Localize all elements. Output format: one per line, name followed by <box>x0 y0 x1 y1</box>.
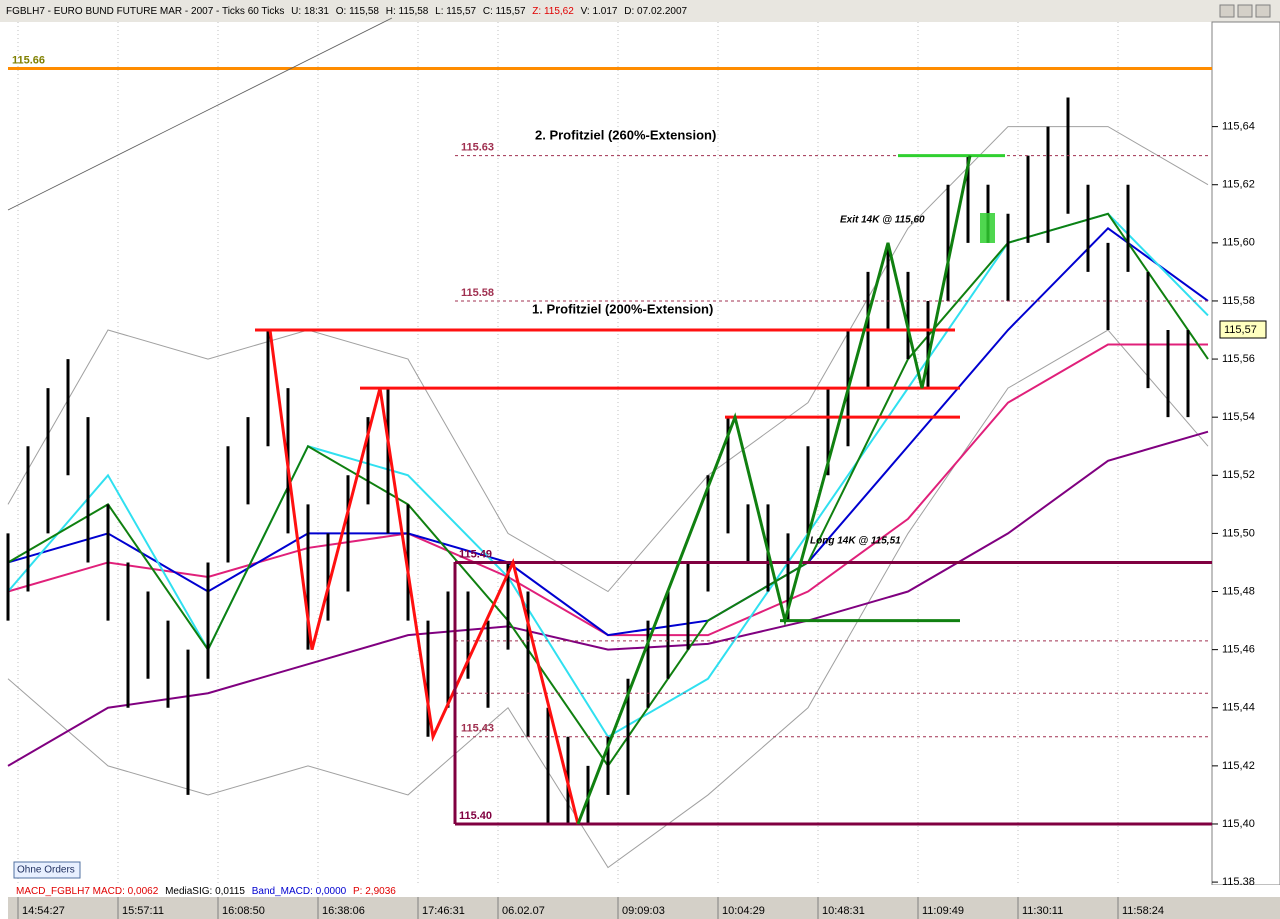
price-tag: 115,57 <box>1224 324 1257 336</box>
moving-average <box>7 430 1209 767</box>
x-tick-label: 11:30:11 <box>1022 905 1063 917</box>
moving-average <box>7 329 1209 869</box>
x-tick-label: 16:08:50 <box>222 905 265 917</box>
level-lines: 115.63 115.58 115.43 115.66 115.49 115.40 <box>8 54 1212 826</box>
z-value: Z: 115,62 <box>532 6 574 17</box>
x-tick-label: 10:04:29 <box>722 905 765 917</box>
level-label: 115.63 <box>461 142 494 154</box>
orders-button[interactable] <box>13 861 81 879</box>
y-tick-label: 115,46 <box>1222 644 1255 656</box>
swing-line <box>576 155 972 825</box>
y-tick-label: 115,60 <box>1222 237 1255 249</box>
annotation: Long 14K @ 115,51 <box>810 536 901 547</box>
level-label: 115.49 <box>459 548 492 560</box>
close: C: 115,57 <box>483 6 526 17</box>
price-axis <box>1211 21 1280 886</box>
signal: MediaSIG: 0,0115 <box>165 886 245 897</box>
level-label: 115.43 <box>461 723 494 735</box>
y-tick-label: 115,62 <box>1222 179 1255 191</box>
title-bar <box>0 0 1280 22</box>
date: D: 07.02.2007 <box>624 6 687 17</box>
x-tick-label: 17:46:31 <box>422 905 465 917</box>
moving-average <box>7 126 1209 593</box>
volume: V: 1.017 <box>581 6 618 17</box>
time: U: 18:31 <box>291 6 329 17</box>
x-tick-label: 15:57:11 <box>122 905 164 917</box>
y-tick-label: 115,42 <box>1222 760 1255 772</box>
x-tick-label: 11:58:24 <box>1122 905 1164 917</box>
annotation: Exit 14K @ 115,60 <box>840 215 925 226</box>
p-value: P: 2,9036 <box>353 886 396 897</box>
annotation: 2. Profitziel (260%-Extension) <box>535 127 716 142</box>
high: H: 115,58 <box>386 6 429 17</box>
price-tag-box <box>1219 320 1267 339</box>
x-tick-label: 11:09:49 <box>922 905 964 917</box>
level-label: 115.66 <box>12 54 45 66</box>
x-tick-label: 14:54:27 <box>22 905 65 917</box>
x-tick-label: 16:38:06 <box>322 905 365 917</box>
y-tick-label: 115,54 <box>1222 411 1255 423</box>
title-text: FGBLH7 - EURO BUND FUTURE MAR - 2007 - T… <box>6 6 688 17</box>
low: L: 115,57 <box>435 6 476 17</box>
time-axis-labels: 14:54:27 15:57:11 16:08:50 16:38:06 17:46:31… <box>17 897 1164 919</box>
x-tick-label: 10:48:31 <box>822 905 865 917</box>
orders-button-label[interactable]: Ohne Orders <box>17 865 75 876</box>
y-tick-label: 115,44 <box>1222 702 1255 714</box>
swing-line <box>268 329 580 825</box>
y-tick-label: 115,50 <box>1222 527 1255 539</box>
y-tick-label: 115,40 <box>1222 818 1255 830</box>
exit-marker <box>980 213 995 243</box>
indicator-strip <box>8 885 1280 897</box>
time-axis <box>8 897 1212 919</box>
macd: MACD_FGBLH7 MACD: 0,0062 <box>16 886 159 897</box>
x-tick-label: 06.02.07 <box>502 905 545 917</box>
y-tick-label: 115,64 <box>1222 121 1255 133</box>
y-tick-label: 115,52 <box>1222 469 1255 481</box>
indicator-text: MACD_FGBLH7 MACD: 0,0062 MediaSIG: 0,011… <box>16 886 396 897</box>
left-margin <box>0 22 8 919</box>
level-label: 115.58 <box>461 287 494 299</box>
close-button[interactable] <box>1255 4 1271 18</box>
y-tick-label: 115,48 <box>1222 585 1255 597</box>
open: O: 115,58 <box>336 6 380 17</box>
band: Band_MACD: 0,0000 <box>252 886 347 897</box>
y-tick-label: 115,58 <box>1222 295 1255 307</box>
x-tick-label: 09:09:03 <box>622 905 665 917</box>
y-tick-label: 115,56 <box>1222 353 1255 365</box>
instrument: FGBLH7 - EURO BUND FUTURE MAR - 2007 - T… <box>6 6 284 17</box>
level-label: 115.40 <box>459 810 492 822</box>
annotation: 1. Profitziel (200%-Extension) <box>532 301 713 316</box>
maximize-button[interactable] <box>1237 4 1253 18</box>
trend-line <box>7 17 393 211</box>
minimize-button[interactable] <box>1219 4 1235 18</box>
